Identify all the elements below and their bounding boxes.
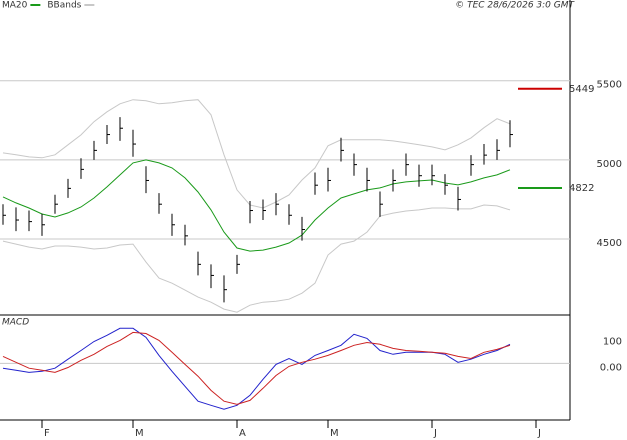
caption: © TEC 28/6/2026 3:0 GMT (455, 1, 575, 11)
ma-line (2, 159, 511, 252)
y-tick-label: 4500 (597, 238, 622, 249)
x-tick-label: M (135, 428, 144, 439)
x-tick-label: F (44, 428, 50, 439)
macd-line (2, 331, 511, 405)
legend-label: BBands (47, 1, 81, 11)
x-tick-label: J (433, 428, 437, 439)
x-tick-label: M (330, 428, 339, 439)
y-tick-label: 5500 (597, 80, 622, 91)
legend-label: MA20 (2, 1, 28, 11)
y-tick-label: 5000 (597, 159, 622, 170)
y-tick-label: 100 (603, 337, 622, 348)
x-tick-label: J (537, 428, 541, 439)
band-upper (2, 99, 511, 209)
macd-line (2, 327, 511, 410)
macd-title: MACD (2, 318, 29, 328)
x-tick-label: A (239, 428, 246, 439)
level-label: 4822 (569, 183, 594, 194)
band-lower (2, 204, 511, 313)
y-tick-label: 0.00 (600, 362, 622, 373)
level-label: 5449 (569, 84, 594, 95)
